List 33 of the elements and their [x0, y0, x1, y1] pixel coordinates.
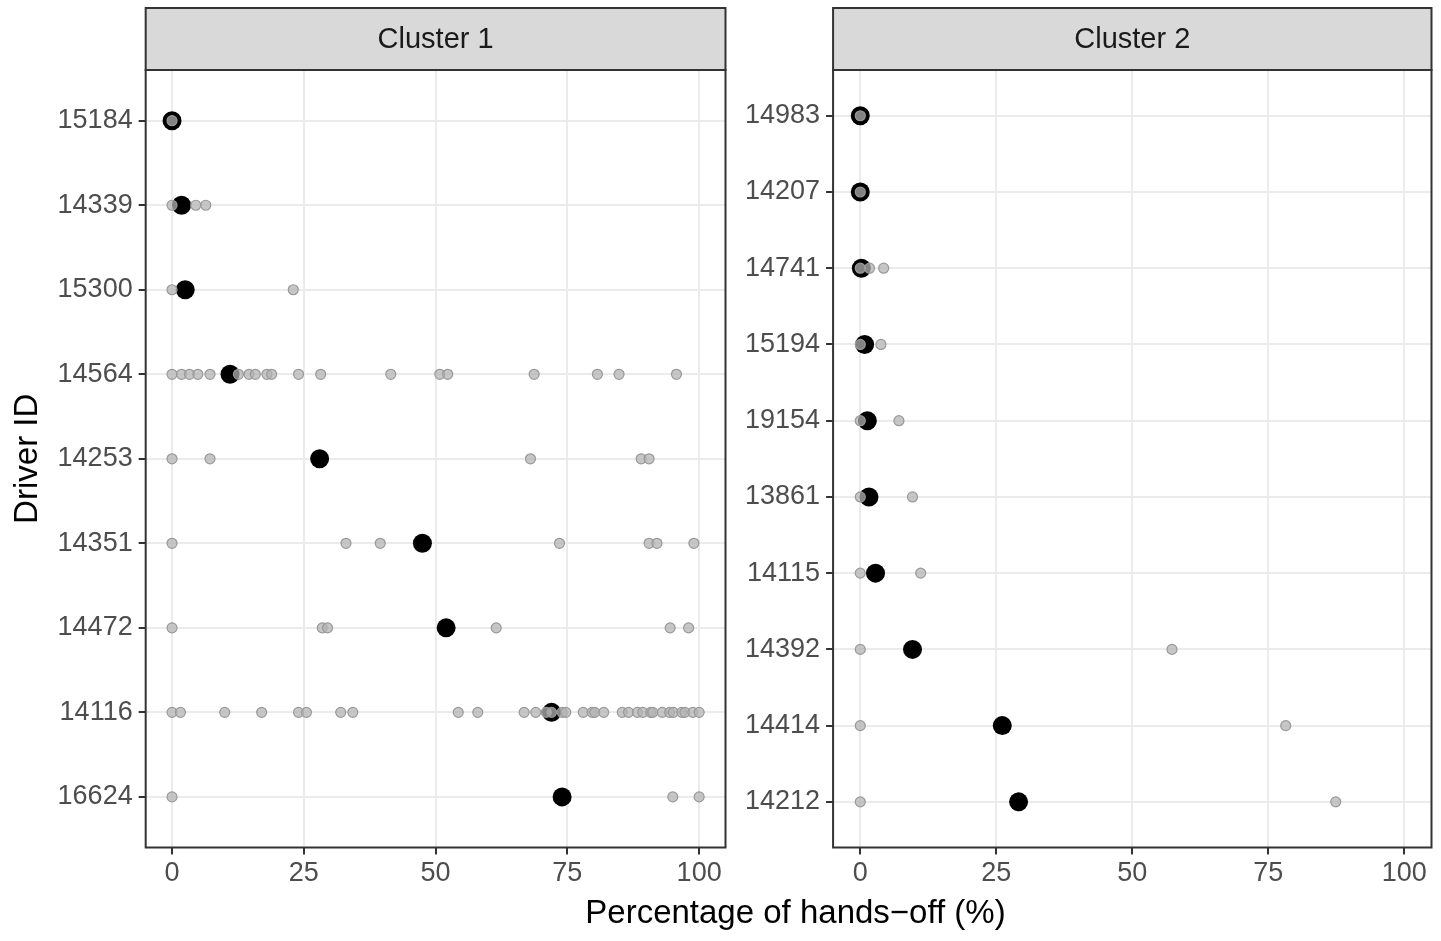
y-tick-label: 14253	[57, 442, 133, 473]
y-tick-label: 14414	[744, 709, 821, 740]
y-tick-label: 14339	[57, 188, 133, 219]
y-tick-label: 15184	[57, 104, 133, 135]
y-tick-label: 14116	[59, 695, 133, 726]
y-tick-label: 15300	[57, 273, 133, 304]
chart-title: Cluster 1	[377, 22, 494, 54]
y-tick-label: 16624	[57, 780, 133, 811]
y-tick-label: 14983	[744, 99, 821, 130]
x-tick-label: 75	[552, 857, 583, 888]
chart-title: Cluster 2	[1074, 22, 1191, 54]
y-tick-label: 14212	[744, 785, 821, 816]
y-axis-title: Driver ID	[6, 393, 44, 524]
x-tick-label: 25	[981, 857, 1012, 888]
x-tick-label: 100	[1381, 857, 1427, 888]
x-tick-label: 75	[1253, 857, 1284, 888]
y-tick-label: 19154	[744, 404, 821, 435]
y-tick-label: 14115	[747, 556, 821, 587]
y-tick-label: 14392	[744, 632, 821, 663]
y-tick-label: 14207	[744, 175, 821, 206]
x-tick-label: 100	[676, 857, 722, 888]
x-tick-label: 0	[164, 857, 180, 888]
x-axis-title: Percentage of hands−off (%)	[584, 893, 1007, 931]
y-tick-label: 14741	[744, 251, 821, 282]
y-tick-label: 15194	[744, 327, 821, 358]
y-tick-label: 14472	[57, 611, 133, 642]
x-tick-label: 50	[1117, 857, 1148, 888]
y-tick-label: 13861	[744, 480, 821, 511]
x-tick-label: 0	[852, 857, 868, 888]
x-tick-label: 50	[420, 857, 451, 888]
x-tick-label: 25	[288, 857, 319, 888]
y-tick-label: 14351	[57, 526, 133, 557]
y-tick-label: 14564	[57, 357, 133, 388]
